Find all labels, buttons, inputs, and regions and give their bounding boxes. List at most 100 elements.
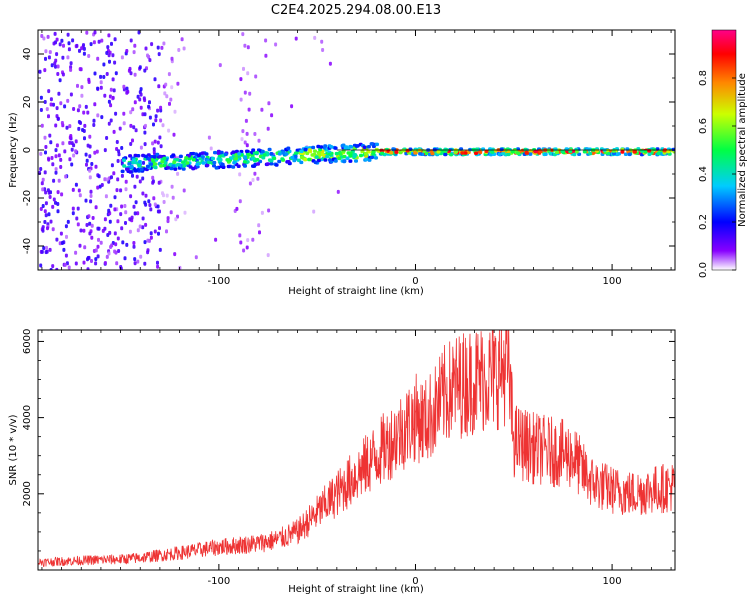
spectrogram-signal-cell (463, 151, 468, 155)
spectrogram-noise-cell (43, 220, 47, 224)
spectrogram-noise-cell (267, 101, 271, 106)
spectrogram-noise-cell (84, 198, 88, 203)
spectrogram-noise-cell (75, 216, 79, 221)
spectrogram-signal-cell (366, 145, 371, 149)
spectrogram-noise-cell (96, 254, 100, 259)
spectrogram-noise-cell (113, 195, 117, 200)
spectrogram-noise-cell (266, 253, 270, 258)
spectrogram-noise-cell (59, 157, 63, 162)
spectrogram-noise-cell (156, 108, 160, 113)
spectrogram-noise-cell (109, 118, 113, 123)
spectrogram-noise-cell (119, 212, 123, 217)
spectrogram-signal-cell (231, 165, 236, 169)
spectrogram-signal-cell (277, 152, 282, 156)
spectrogram-noise-cell (94, 248, 98, 253)
spectrogram-noise-cell (135, 174, 139, 179)
spectrogram-signal-cell (169, 166, 174, 171)
spectrogram-noise-cell (241, 129, 245, 134)
spectrogram-noise-cell (246, 45, 250, 50)
spectrogram-signal-cell (506, 152, 511, 157)
spectrogram-noise-cell (153, 202, 157, 207)
spectrogram-signal-cell (346, 151, 351, 155)
spectrogram-signal-cell (348, 154, 353, 158)
colorbar-tick-label: 0.2 (698, 214, 709, 230)
spectrogram-noise-cell (42, 246, 46, 251)
spectrogram-signal-cell (582, 150, 587, 154)
spectrogram-signal-cell (501, 151, 506, 156)
spectrogram-noise-cell (70, 162, 74, 167)
spectrogram-noise-cell (266, 126, 270, 131)
spectrogram-noise-cell (52, 102, 55, 107)
spectrogram-noise-cell (85, 162, 88, 167)
spectrogram-signal-cell (172, 160, 177, 164)
spectrogram-noise-cell (146, 238, 150, 243)
spectrogram-signal-cell (191, 166, 196, 171)
spectrogram-noise-cell (55, 143, 59, 148)
spectrogram-signal-cell (523, 147, 528, 152)
spectrogram-signal-cell (125, 167, 130, 171)
spectrogram-signal-cell (577, 152, 582, 156)
spectrogram-noise-cell (242, 66, 245, 71)
chart-title: C2E4.2025.294.08.00.E13 (271, 3, 441, 18)
spectrogram-signal-cell (201, 161, 206, 165)
spectrogram-noise-cell (138, 224, 142, 229)
spectrogram-noise-cell (52, 178, 56, 183)
spectrogram-noise-cell (151, 180, 155, 185)
spectrogram-signal-cell (205, 163, 210, 167)
spectrogram-noise-cell (122, 121, 126, 126)
spectrogram-noise-cell (67, 47, 71, 52)
spectrogram-noise-cell (136, 211, 140, 216)
spectrogram-noise-cell (156, 140, 160, 145)
spectrogram-noise-cell (64, 224, 68, 229)
spectrogram-noise-cell (238, 199, 242, 204)
spectrogram-noise-cell (157, 180, 161, 185)
spectrogram-noise-cell (48, 247, 52, 252)
y-tick-label: 40 (22, 48, 33, 61)
spectrogram-signal-cell (171, 153, 176, 157)
spectrogram-noise-cell (144, 193, 148, 198)
spectrogram-noise-cell (86, 143, 90, 148)
spectrogram-noise-cell (159, 144, 163, 149)
spectrogram-noise-cell (139, 145, 143, 150)
spectrogram-noise-cell (116, 159, 120, 163)
spectrogram-noise-cell (70, 141, 74, 146)
spectrogram-noise-cell (294, 36, 298, 41)
spectrogram-noise-cell (144, 46, 148, 51)
spectrogram-signal-cell (333, 146, 338, 150)
spectrogram-noise-cell (183, 210, 187, 215)
spectrogram-noise-cell (170, 85, 174, 90)
spectrogram-signal-cell (159, 164, 164, 168)
y-tick-label: 0 (22, 147, 33, 153)
spectrogram-noise-cell (109, 87, 113, 92)
spectrogram-noise-cell (117, 249, 121, 253)
spectrogram-noise-cell (128, 229, 132, 234)
spectrogram-noise-cell (78, 67, 82, 72)
spectrogram-noise-cell (253, 171, 257, 176)
spectrogram-noise-cell (124, 179, 128, 184)
spectrogram-signal-cell (370, 155, 374, 160)
spectrogram-signal-cell (265, 162, 270, 166)
spectrogram-signal-cell (405, 149, 410, 153)
spectrogram-noise-cell (161, 123, 165, 128)
spectrogram-noise-cell (143, 112, 147, 117)
spectrogram-noise-cell (109, 245, 113, 249)
x-tick-label: 100 (603, 576, 622, 587)
spectrogram-noise-cell (260, 210, 264, 215)
spectrogram-noise-cell (154, 114, 158, 119)
spectrogram-noise-cell (113, 60, 117, 65)
spectrogram-signal-cell (236, 164, 241, 168)
spectrogram-noise-cell (245, 143, 249, 148)
spectrogram-marks (38, 30, 675, 270)
spectrogram-noise-cell (47, 89, 51, 94)
spectrogram-noise-cell (116, 236, 120, 241)
spectrogram-noise-cell (238, 233, 242, 238)
spectrogram-signal-cell (185, 161, 190, 165)
spectrogram-noise-cell (218, 63, 222, 68)
spectrogram-noise-cell (150, 42, 154, 47)
spectrogram-signal-cell (178, 154, 183, 159)
spectrogram-signal-cell (548, 151, 553, 156)
spectrogram-signal-cell (162, 156, 167, 161)
spectrogram-noise-cell (133, 43, 137, 48)
spectrogram-signal-cell (430, 151, 435, 156)
spectrogram-signal-cell (656, 151, 661, 156)
